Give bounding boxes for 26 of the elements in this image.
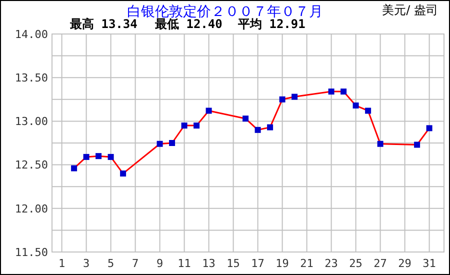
x-tick-label: 15 xyxy=(226,257,240,270)
y-tick-label: 14.00 xyxy=(14,28,48,41)
x-tick-label: 19 xyxy=(276,257,289,270)
x-tick-label: 31 xyxy=(422,257,436,270)
x-tick-label: 5 xyxy=(107,257,114,270)
y-tick-label: 12.50 xyxy=(14,158,48,172)
y-tick-label: 12.00 xyxy=(14,202,48,216)
y-axis-title: 美元/ 盎司 xyxy=(382,3,438,17)
x-tick-label: 7 xyxy=(132,257,139,270)
x-tick-label: 23 xyxy=(324,257,338,270)
x-tick-label: 3 xyxy=(82,257,90,270)
x-tick-label: 17 xyxy=(251,257,264,270)
x-tick-label: 9 xyxy=(156,257,164,270)
x-tick-label: 25 xyxy=(349,257,362,270)
text: 最高 13.34 xyxy=(69,17,138,31)
x-tick-label: 13 xyxy=(202,257,216,270)
x-tick-label: 1 xyxy=(58,257,66,270)
text: 最低 12.40 xyxy=(154,17,222,31)
y-tick-label: 11.50 xyxy=(14,246,48,259)
x-tick-label: 29 xyxy=(398,257,412,270)
x-tick-label: 27 xyxy=(374,257,387,270)
y-tick-label: 13.00 xyxy=(14,115,48,128)
x-tick-label: 21 xyxy=(300,257,314,270)
x-tick-label: 11 xyxy=(178,257,191,270)
y-tick-label: 13.50 xyxy=(14,71,48,84)
text: 平均 12.91 xyxy=(237,17,306,31)
